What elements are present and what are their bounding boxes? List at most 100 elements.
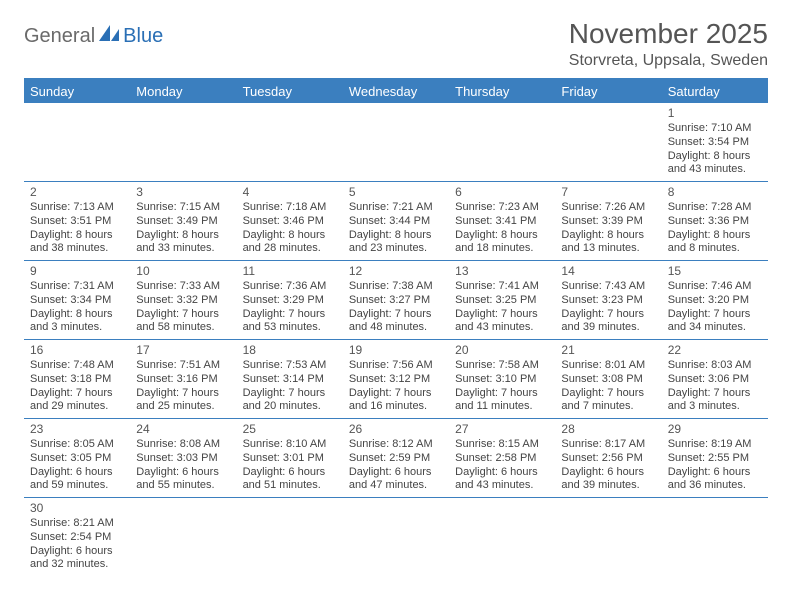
day-info-line: Sunrise: 7:53 AM [243, 359, 337, 373]
day-info-line: and 58 minutes. [136, 321, 230, 335]
day-info-line: Sunset: 3:34 PM [30, 294, 124, 308]
day-info-line: Sunset: 2:59 PM [349, 452, 443, 466]
day-info-line: and 43 minutes. [455, 321, 549, 335]
empty-cell [24, 103, 130, 181]
day-number: 21 [561, 343, 655, 358]
day-info-line: Sunrise: 8:12 AM [349, 438, 443, 452]
title-block: November 2025 Storvreta, Uppsala, Sweden [569, 18, 768, 70]
day-number: 4 [243, 185, 337, 200]
day-info-line: Sunset: 3:25 PM [455, 294, 549, 308]
day-cell: 15Sunrise: 7:46 AMSunset: 3:20 PMDayligh… [662, 261, 768, 339]
day-info-line: Sunrise: 7:58 AM [455, 359, 549, 373]
day-info-line: Sunrise: 8:10 AM [243, 438, 337, 452]
day-number: 30 [30, 501, 124, 516]
day-info-line: and 20 minutes. [243, 400, 337, 414]
day-cell: 5Sunrise: 7:21 AMSunset: 3:44 PMDaylight… [343, 182, 449, 260]
day-cell: 8Sunrise: 7:28 AMSunset: 3:36 PMDaylight… [662, 182, 768, 260]
day-info-line: Daylight: 8 hours [243, 229, 337, 243]
day-number: 2 [30, 185, 124, 200]
day-number: 7 [561, 185, 655, 200]
day-info-line: Sunset: 2:55 PM [668, 452, 762, 466]
weeks-container: 1Sunrise: 7:10 AMSunset: 3:54 PMDaylight… [24, 103, 768, 576]
day-header: Sunday [24, 80, 130, 103]
day-number: 26 [349, 422, 443, 437]
day-number: 10 [136, 264, 230, 279]
location: Storvreta, Uppsala, Sweden [569, 52, 768, 70]
day-info-line: Daylight: 7 hours [668, 387, 762, 401]
day-info-line: Sunset: 3:10 PM [455, 373, 549, 387]
empty-cell [343, 103, 449, 181]
day-number: 18 [243, 343, 337, 358]
day-header: Thursday [449, 80, 555, 103]
day-cell: 27Sunrise: 8:15 AMSunset: 2:58 PMDayligh… [449, 419, 555, 497]
day-info-line: and 16 minutes. [349, 400, 443, 414]
day-info-line: and 59 minutes. [30, 479, 124, 493]
day-info-line: Daylight: 7 hours [243, 308, 337, 322]
day-info-line: Sunrise: 7:41 AM [455, 280, 549, 294]
day-header: Wednesday [343, 80, 449, 103]
day-number: 17 [136, 343, 230, 358]
day-info-line: Sunset: 3:44 PM [349, 215, 443, 229]
day-info-line: Sunset: 3:27 PM [349, 294, 443, 308]
day-cell: 6Sunrise: 7:23 AMSunset: 3:41 PMDaylight… [449, 182, 555, 260]
day-number: 13 [455, 264, 549, 279]
empty-cell [237, 103, 343, 181]
day-cell: 3Sunrise: 7:15 AMSunset: 3:49 PMDaylight… [130, 182, 236, 260]
day-info-line: Sunrise: 7:28 AM [668, 201, 762, 215]
day-cell: 18Sunrise: 7:53 AMSunset: 3:14 PMDayligh… [237, 340, 343, 418]
day-info-line: and 36 minutes. [668, 479, 762, 493]
day-info-line: and 11 minutes. [455, 400, 549, 414]
empty-cell [237, 498, 343, 576]
day-number: 25 [243, 422, 337, 437]
day-info-line: Sunrise: 7:36 AM [243, 280, 337, 294]
day-info-line: and 13 minutes. [561, 242, 655, 256]
day-info-line: Sunrise: 7:26 AM [561, 201, 655, 215]
day-number: 19 [349, 343, 443, 358]
day-header: Saturday [662, 80, 768, 103]
day-header: Tuesday [237, 80, 343, 103]
calendar: Sunday Monday Tuesday Wednesday Thursday… [24, 78, 768, 576]
day-info-line: and 18 minutes. [455, 242, 549, 256]
day-info-line: Daylight: 7 hours [30, 387, 124, 401]
day-info-line: Sunset: 3:08 PM [561, 373, 655, 387]
day-info-line: Sunset: 3:32 PM [136, 294, 230, 308]
day-number: 28 [561, 422, 655, 437]
day-number: 24 [136, 422, 230, 437]
week-row: 23Sunrise: 8:05 AMSunset: 3:05 PMDayligh… [24, 419, 768, 498]
day-cell: 28Sunrise: 8:17 AMSunset: 2:56 PMDayligh… [555, 419, 661, 497]
day-number: 29 [668, 422, 762, 437]
logo: General Blue [24, 18, 163, 49]
day-info-line: and 55 minutes. [136, 479, 230, 493]
day-info-line: Sunset: 3:18 PM [30, 373, 124, 387]
day-cell: 19Sunrise: 7:56 AMSunset: 3:12 PMDayligh… [343, 340, 449, 418]
day-info-line: Sunrise: 7:33 AM [136, 280, 230, 294]
empty-cell [662, 498, 768, 576]
day-info-line: and 47 minutes. [349, 479, 443, 493]
day-info-line: Sunrise: 7:38 AM [349, 280, 443, 294]
day-info-line: and 28 minutes. [243, 242, 337, 256]
week-row: 1Sunrise: 7:10 AMSunset: 3:54 PMDaylight… [24, 103, 768, 182]
day-number: 11 [243, 264, 337, 279]
day-info-line: Daylight: 7 hours [561, 387, 655, 401]
day-number: 1 [668, 106, 762, 121]
day-info-line: and 39 minutes. [561, 479, 655, 493]
day-cell: 14Sunrise: 7:43 AMSunset: 3:23 PMDayligh… [555, 261, 661, 339]
logo-sail-icon [99, 24, 121, 47]
empty-cell [130, 498, 236, 576]
day-info-line: Sunset: 3:06 PM [668, 373, 762, 387]
day-cell: 22Sunrise: 8:03 AMSunset: 3:06 PMDayligh… [662, 340, 768, 418]
day-info-line: and 43 minutes. [668, 163, 762, 177]
day-info-line: and 34 minutes. [668, 321, 762, 335]
day-cell: 13Sunrise: 7:41 AMSunset: 3:25 PMDayligh… [449, 261, 555, 339]
header: General Blue November 2025 Storvreta, Up… [24, 18, 768, 70]
day-number: 22 [668, 343, 762, 358]
day-info-line: and 43 minutes. [455, 479, 549, 493]
day-info-line: Sunset: 3:46 PM [243, 215, 337, 229]
day-info-line: Daylight: 7 hours [561, 308, 655, 322]
day-info-line: Sunset: 3:54 PM [668, 136, 762, 150]
day-info-line: Sunset: 3:49 PM [136, 215, 230, 229]
day-info-line: Sunrise: 7:56 AM [349, 359, 443, 373]
day-number: 16 [30, 343, 124, 358]
day-info-line: Sunset: 3:51 PM [30, 215, 124, 229]
day-cell: 30Sunrise: 8:21 AMSunset: 2:54 PMDayligh… [24, 498, 130, 576]
